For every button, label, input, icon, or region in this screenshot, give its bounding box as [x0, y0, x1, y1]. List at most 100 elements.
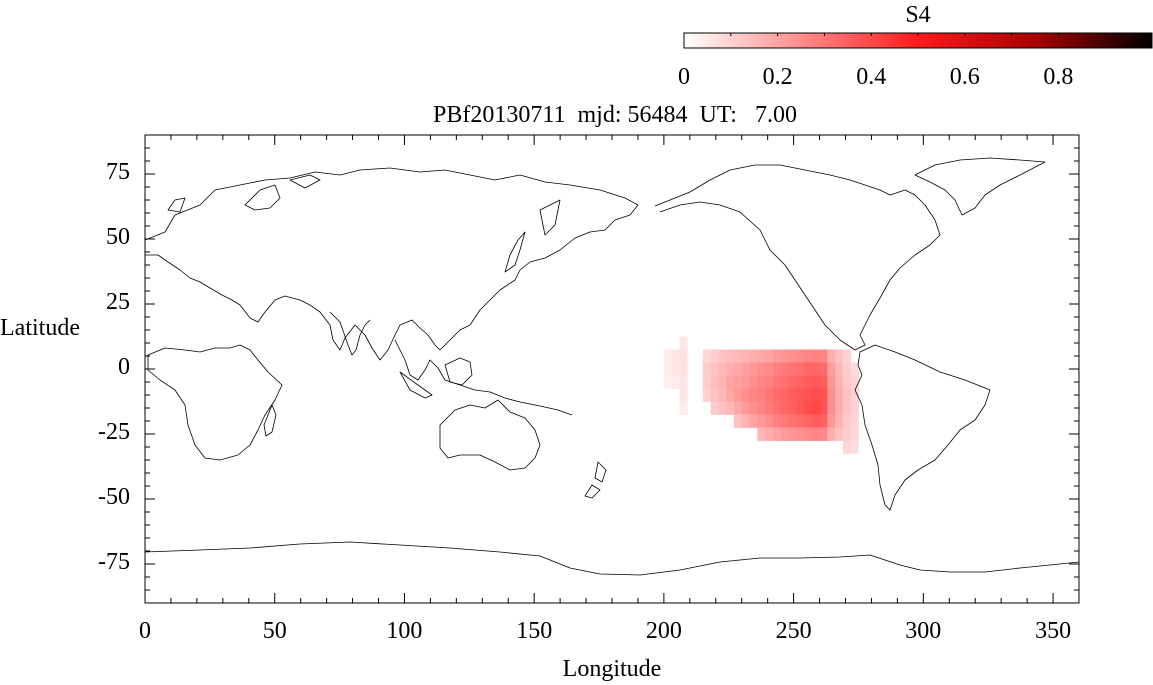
- heatmap-cell: [788, 427, 797, 441]
- heatmap-cell: [796, 414, 805, 428]
- heatmap-cell: [772, 362, 782, 376]
- x-tick-labels: 0 50 100 150 200 250 300 350: [139, 618, 1071, 644]
- heatmap-cell: [733, 362, 743, 376]
- heatmap-cell: [679, 375, 688, 389]
- coast-europe-asia: [145, 167, 639, 361]
- heatmap-cell: [788, 375, 797, 389]
- y-tick-labels: 75 50 25 0 -25 -50 -75: [98, 159, 130, 575]
- heatmap-cell: [765, 401, 774, 415]
- heatmap-cell: [772, 414, 782, 428]
- x-tick-label: 50: [263, 618, 287, 644]
- heatmap-cell: [835, 427, 844, 441]
- heatmap-cell: [850, 427, 859, 441]
- heatmap-cell: [842, 440, 852, 454]
- y-tick-label: -25: [98, 419, 130, 445]
- heatmap-cell: [811, 375, 820, 389]
- heatmap-cell: [788, 362, 797, 376]
- heatmap-cell: [780, 375, 789, 389]
- coast-japan: [504, 231, 526, 273]
- x-tick-label: 250: [776, 618, 812, 644]
- y-tick-label: 75: [106, 159, 130, 185]
- heatmap-cell: [749, 349, 758, 363]
- coast-europe-north: [167, 174, 321, 213]
- colorbar-tick-labels: 0 0.2 0.4 0.6 0.8: [678, 64, 1073, 90]
- heatmap-cell: [819, 362, 828, 376]
- y-tick-label: 25: [106, 289, 130, 315]
- heatmap-cell: [765, 414, 774, 428]
- heatmap-cell: [733, 375, 743, 389]
- colorbar-tick-label: 0.6: [950, 64, 980, 90]
- heatmap-cell: [741, 375, 750, 389]
- coast-africa: [147, 344, 283, 461]
- heatmap-cell: [835, 401, 844, 415]
- heatmap-cell: [733, 388, 743, 402]
- heatmap-cell: [702, 362, 711, 376]
- heatmap-cell: [679, 401, 688, 415]
- coast-south-america: [854, 344, 991, 511]
- coast-australia: [439, 399, 541, 471]
- coast-antarctica: [145, 541, 1079, 576]
- heatmap-cell: [788, 349, 797, 363]
- heatmap-cell: [835, 414, 844, 428]
- heatmap-cell: [835, 375, 844, 389]
- heatmap-cell: [757, 401, 766, 415]
- plot-title: PBf20130711 mjd: 56484 UT: 7.00: [433, 102, 797, 128]
- heatmap-cell: [850, 375, 859, 389]
- heatmap-cell: [741, 401, 750, 415]
- plot-frame: [144, 134, 1080, 604]
- heatmap-cell: [827, 414, 836, 428]
- coast-new-zealand: [584, 461, 607, 499]
- heatmap-cell: [726, 388, 735, 402]
- heatmap-cell: [780, 414, 789, 428]
- heatmap-cell: [835, 349, 844, 363]
- heatmap-cell: [819, 414, 828, 428]
- heatmap-cell: [733, 414, 743, 428]
- heatmap-cell: [765, 362, 774, 376]
- heatmap-cell: [827, 388, 836, 402]
- heatmap-cell: [819, 388, 828, 402]
- heatmap-cell: [796, 427, 805, 441]
- heatmap-cell: [679, 362, 688, 376]
- heatmap-cell: [765, 388, 774, 402]
- heatmap-cell: [788, 401, 797, 415]
- x-tick-label: 0: [139, 618, 151, 644]
- colorbar-tick-label: 0.2: [763, 64, 793, 90]
- heatmap-cell: [803, 349, 813, 363]
- heatmap-cell: [788, 388, 797, 402]
- heatmap-cell: [741, 362, 750, 376]
- heatmap-cell: [827, 362, 836, 376]
- heatmap-cell: [803, 388, 813, 402]
- heatmap-cell: [850, 414, 859, 428]
- heatmap-cell: [819, 349, 828, 363]
- heatmap-cell: [780, 349, 789, 363]
- heatmap-cell: [710, 362, 719, 376]
- y-axis-label: Latitude: [0, 315, 80, 341]
- heatmap-cell: [741, 349, 750, 363]
- heatmap-cell: [772, 388, 782, 402]
- heatmap-cell: [733, 401, 743, 415]
- heatmap-cell: [749, 414, 758, 428]
- heatmap-cell: [702, 375, 711, 389]
- heatmap-cell: [710, 388, 719, 402]
- heatmap-cell: [749, 362, 758, 376]
- heatmap-cell: [726, 401, 735, 415]
- heatmap-cell: [803, 401, 813, 415]
- heatmap-cell: [679, 388, 688, 402]
- heatmap-cell: [796, 401, 805, 415]
- heatmap-cell: [827, 349, 836, 363]
- heatmap-cell: [811, 349, 820, 363]
- heatmap-cell: [718, 375, 727, 389]
- coast-kamchatka: [539, 199, 561, 236]
- heatmap-cell: [796, 349, 805, 363]
- heatmap-cell: [710, 349, 719, 363]
- heatmap-cell: [796, 388, 805, 402]
- heatmap-cell: [765, 375, 774, 389]
- heatmap-cell: [796, 362, 805, 376]
- heatmap-cell: [741, 388, 750, 402]
- heatmap-cell: [780, 401, 789, 415]
- heatmap-cell: [788, 414, 797, 428]
- heatmap-cell: [718, 388, 727, 402]
- heatmap-cell: [780, 388, 789, 402]
- heatmap-cell: [842, 401, 852, 415]
- heatmap-cell: [796, 375, 805, 389]
